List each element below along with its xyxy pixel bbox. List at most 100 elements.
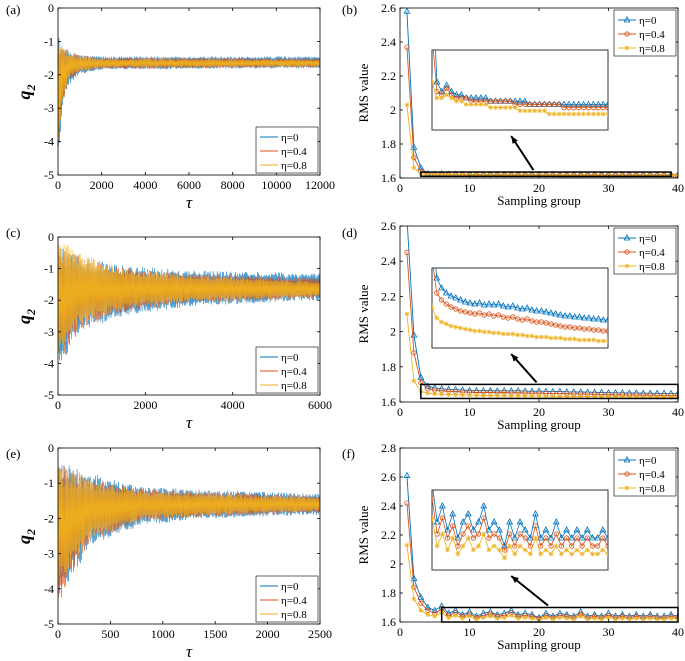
inset-point [461, 298, 469, 305]
inset-point [543, 547, 549, 553]
inset-point [480, 301, 488, 308]
legend-entry: η=0 [281, 352, 299, 364]
data-point [501, 172, 507, 178]
data-point [460, 392, 466, 398]
data-point [404, 44, 410, 50]
y-tick-label: -1 [44, 34, 54, 48]
inset-point [567, 336, 573, 342]
inset-point [529, 318, 535, 324]
data-point [404, 542, 410, 548]
inset-point [584, 100, 592, 107]
inset-point [495, 312, 502, 318]
inset-point [429, 479, 435, 484]
inset-point [538, 334, 544, 340]
inset-point [604, 316, 608, 323]
data-point [425, 390, 431, 396]
inset-point [573, 526, 581, 533]
data-point [619, 615, 625, 621]
inset-point [532, 523, 539, 529]
data-point [446, 615, 452, 621]
inset-point [481, 531, 487, 537]
data-point [515, 615, 521, 621]
inset-point [488, 98, 494, 104]
data-point [536, 393, 542, 399]
data-point [446, 172, 452, 178]
data-point [425, 612, 431, 618]
inset-point [552, 310, 560, 317]
data-point [550, 172, 556, 178]
data-point [529, 172, 535, 178]
y-tick-label: 0 [48, 1, 54, 15]
legend-entry: η=0.8 [639, 261, 665, 273]
x-tick-label: 8000 [221, 178, 245, 192]
inset-point [563, 535, 570, 541]
inset-point [472, 328, 478, 334]
data-point [654, 616, 660, 622]
data-point [411, 165, 417, 171]
x-tick-label: 4000 [133, 178, 157, 192]
x-tick-label: 30 [603, 405, 615, 419]
inset-point [432, 79, 435, 85]
inset-point [432, 305, 435, 311]
inset-point [522, 547, 528, 553]
inset-point [483, 101, 489, 107]
y-axis-label: q2 [14, 85, 38, 100]
inset-point [457, 90, 465, 98]
series-line-1 [406, 503, 678, 619]
inset-point [532, 108, 538, 114]
x-tick-label: 20 [533, 181, 545, 195]
inset-point [570, 100, 578, 107]
inset-point [507, 98, 513, 104]
legend: η=0 η=0.4 η=0.8 [613, 449, 677, 497]
inset-point [433, 274, 441, 281]
data-point [557, 172, 563, 178]
inset-point [500, 314, 506, 320]
inset-point [566, 312, 574, 319]
inset-point [496, 535, 502, 541]
data-point [411, 596, 417, 602]
data-point [612, 616, 618, 622]
inset-point [569, 551, 575, 557]
inset-point [438, 297, 445, 303]
x-tick-label: 12000 [305, 178, 335, 192]
data-point [592, 394, 598, 400]
data-point [508, 393, 514, 399]
plot-area [403, 471, 678, 622]
inset-point [454, 534, 462, 541]
inset-point [458, 98, 464, 104]
series-line-0 [406, 475, 678, 619]
y-tick-label: -2 [44, 511, 54, 525]
inset-point [449, 510, 457, 517]
data-point [473, 616, 479, 622]
inset-point [480, 502, 488, 509]
inset-point [599, 100, 607, 107]
y-tick-label: 1.6 [381, 615, 396, 629]
inset-point [594, 100, 602, 107]
inset-point [452, 294, 460, 301]
data-point [404, 214, 410, 219]
inset-point [556, 101, 562, 108]
inset-point [457, 296, 465, 303]
data-point [578, 613, 584, 619]
y-tick-label: 1.8 [381, 586, 396, 600]
x-tick-label: 2000 [90, 178, 114, 192]
legend: η=0 η=0.4 η=0.8 [255, 575, 319, 623]
inset-point [562, 336, 568, 342]
inset-point [588, 534, 596, 541]
inset-point [438, 87, 446, 94]
inset-point [445, 547, 451, 553]
panel-0: (a) 0 2000 4000 6000 8000 10000 12000 0 -1 -2 -3 -4 -… [6, 1, 335, 212]
inset-point [517, 531, 523, 537]
data-point [543, 172, 549, 178]
inset-point [486, 329, 492, 335]
inset-point [443, 81, 451, 88]
data-point [647, 172, 653, 178]
inset-box [431, 49, 609, 131]
inset-point [534, 334, 540, 340]
data-point [578, 394, 584, 400]
x-tick-label: 0 [397, 181, 403, 195]
inset-point [580, 100, 588, 107]
inset-point [571, 313, 579, 320]
inset-point [518, 305, 526, 312]
inset-point [561, 312, 569, 319]
